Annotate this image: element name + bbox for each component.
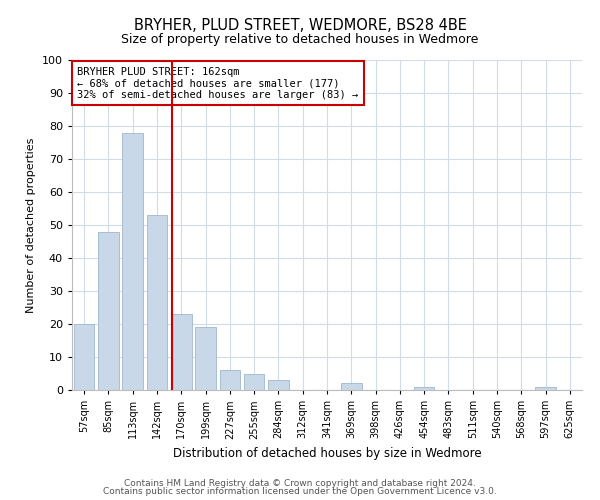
Bar [122,132,143,390]
Bar [98,232,119,390]
Bar [74,324,94,390]
X-axis label: Distribution of detached houses by size in Wedmore: Distribution of detached houses by size … [173,447,481,460]
Bar [341,384,362,390]
Bar [244,374,265,390]
Bar [414,386,434,390]
Bar [535,386,556,390]
Text: BRYHER, PLUD STREET, WEDMORE, BS28 4BE: BRYHER, PLUD STREET, WEDMORE, BS28 4BE [134,18,466,32]
Bar [171,314,191,390]
Bar [268,380,289,390]
Text: Size of property relative to detached houses in Wedmore: Size of property relative to detached ho… [121,32,479,46]
Text: BRYHER PLUD STREET: 162sqm
← 68% of detached houses are smaller (177)
32% of sem: BRYHER PLUD STREET: 162sqm ← 68% of deta… [77,66,358,100]
Bar [195,328,216,390]
Text: Contains public sector information licensed under the Open Government Licence v3: Contains public sector information licen… [103,487,497,496]
Bar [146,215,167,390]
Text: Contains HM Land Registry data © Crown copyright and database right 2024.: Contains HM Land Registry data © Crown c… [124,478,476,488]
Bar [220,370,240,390]
Y-axis label: Number of detached properties: Number of detached properties [26,138,37,312]
